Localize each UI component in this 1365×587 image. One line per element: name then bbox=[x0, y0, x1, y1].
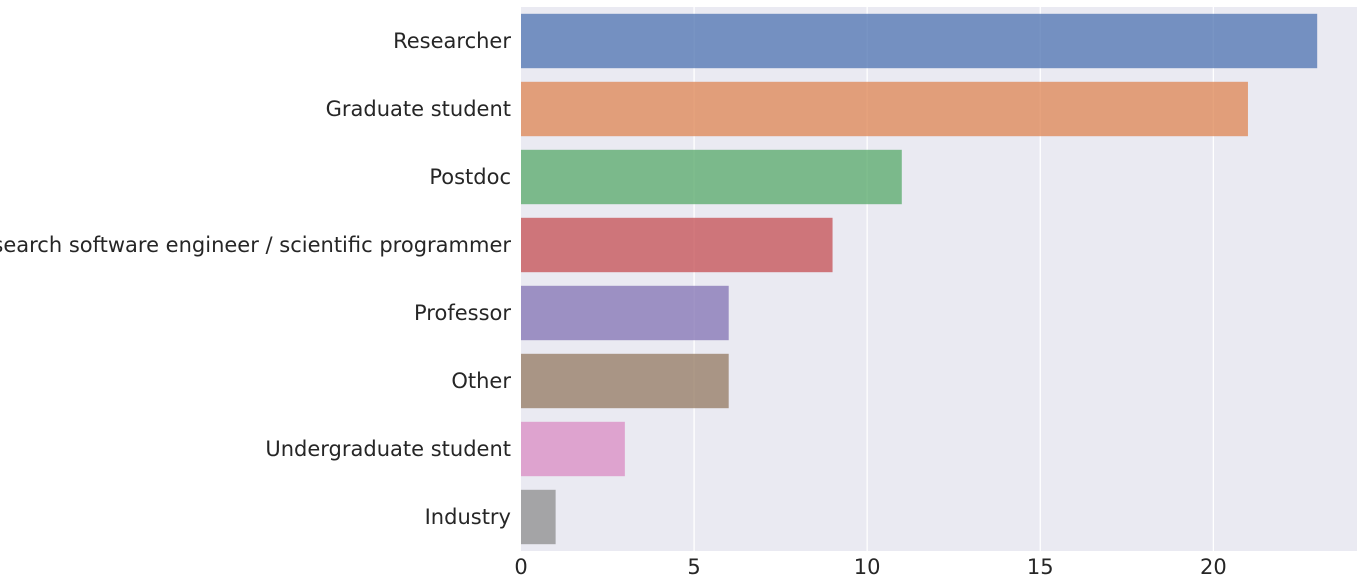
x-axis-tick-labels: 0 5 10 15 20 bbox=[514, 555, 1226, 579]
bar bbox=[521, 489, 556, 545]
category-labels: Researcher Graduate student Postdoc Researc… bbox=[0, 29, 511, 529]
category-label: Graduate student bbox=[326, 97, 511, 121]
bars bbox=[521, 13, 1318, 545]
x-tick-label: 15 bbox=[1027, 555, 1054, 579]
x-tick-label: 5 bbox=[687, 555, 700, 579]
bar bbox=[521, 285, 729, 341]
x-tick-label: 10 bbox=[854, 555, 881, 579]
x-tick-label: 0 bbox=[514, 555, 527, 579]
bar bbox=[521, 217, 833, 273]
bar bbox=[521, 81, 1248, 137]
category-label: Research software engineer / scientific … bbox=[0, 233, 511, 257]
category-label: Researcher bbox=[393, 29, 511, 53]
category-label: Undergraduate student bbox=[265, 437, 511, 461]
bar bbox=[521, 13, 1318, 69]
category-label: Other bbox=[451, 369, 511, 393]
bar bbox=[521, 353, 729, 409]
category-label: Professor bbox=[414, 301, 511, 325]
category-label: Postdoc bbox=[429, 165, 511, 189]
bar bbox=[521, 421, 625, 477]
bar bbox=[521, 149, 902, 205]
x-tick-label: 20 bbox=[1200, 555, 1227, 579]
category-label: Industry bbox=[425, 505, 511, 529]
